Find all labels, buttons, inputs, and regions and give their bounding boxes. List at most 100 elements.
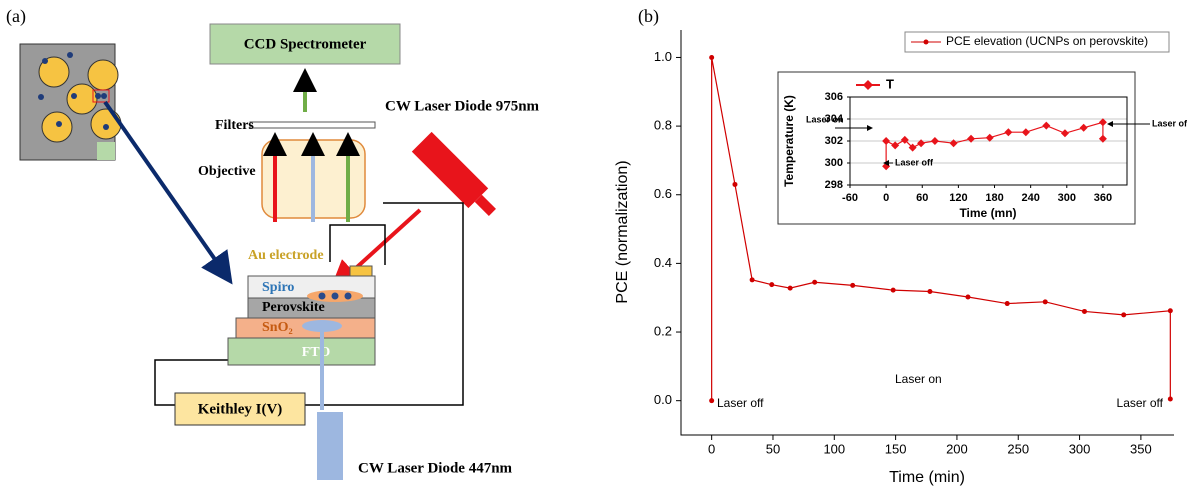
data-point [1004,128,1013,137]
x-tick-label: 120 [949,192,967,204]
chart: 0.0 0.2 0.4 0.6 0.8 1.0 0 50 100 150 200 250 300 350 T… [614,30,1174,486]
y-tick-label: 302 [825,135,843,147]
au-label: Au electrode [248,248,324,263]
data-point [930,137,939,145]
y-tick-label: 0.8 [654,118,672,133]
fto-label: FTO [302,345,331,360]
filter [249,121,376,129]
y-tick-label: 0.6 [654,186,672,201]
y-axis-label: Temperature (K) [782,95,796,187]
objective-label: Objective [198,164,256,179]
wire [154,359,240,406]
data-point [1042,121,1051,130]
laser-447-label: CW Laser Diode 447nm [358,460,513,476]
x-axis-label: Time (min) [889,469,965,486]
x-tick-label: 0 [708,441,715,456]
data-point [1079,123,1088,132]
dots [38,52,109,130]
spectrometer-label: CCD Spectrometer [244,36,367,52]
data-point [749,277,755,283]
legend-marker [863,80,873,90]
laser-975 [411,131,496,216]
data-point [890,287,896,293]
data-point [709,54,715,60]
annotation: Laser off [717,396,764,410]
legend-marker [923,39,929,45]
annotation: Laser on [806,114,844,124]
data-point [900,135,909,144]
x-tick-label: 300 [1069,441,1091,456]
x-tick-label: 60 [916,192,928,204]
data-point [1081,308,1087,314]
y-tick-label: 304 [825,113,844,125]
data-point [882,137,891,145]
data-point [908,143,917,152]
legend-box [904,31,1170,53]
laser-447 [317,412,343,480]
setup-diagram: (a) CCD Spectrometer Filters Objective C… [6,6,540,480]
fto-layer [227,337,376,366]
data-point [1021,128,1030,137]
data-point [891,141,900,150]
data-point [1060,129,1069,138]
x-axis-label: Time (mn) [959,206,1016,220]
data-point [917,139,926,148]
ucnp-dots [318,292,352,300]
annotation: Laser on [895,372,942,386]
data-point [1167,308,1173,314]
x-tick-label: 200 [946,441,968,456]
data-point [1042,299,1048,305]
data-point [985,133,994,142]
x-tick-label: 250 [1007,441,1029,456]
data-point [1121,312,1127,318]
y-tick-label: 306 [825,91,843,103]
laser-975-label: CW Laser Diode 975nm [385,98,540,114]
x-tick-label: 150 [885,441,907,456]
data-point [949,139,958,148]
data-point [1004,301,1010,307]
x-tick-label: 180 [985,192,1003,204]
legend-label: T [886,76,894,91]
x-tick-label: 350 [1130,441,1152,456]
y-tick-label: 0.0 [654,392,672,407]
legend-label: PCE elevation (UCNPs on perovskite) [946,34,1148,48]
data-point [769,282,775,288]
data-point [787,285,793,291]
perovskite-label: Perovskite [262,300,325,315]
zoom-arrow [103,100,233,285]
sno2-label: SnO₂ [262,320,293,335]
keithley-label: Keithley I(V) [198,401,283,417]
data-point [1098,134,1107,143]
data-point [812,279,818,285]
annotation: Laser off [895,157,934,167]
y-tick-label: 300 [825,157,843,169]
filters-label: Filters [215,118,254,133]
wire [305,202,464,406]
data-point [927,289,933,295]
chart: 298 300 302 304 306 -60 0 60 120 180 240 300 360 Time… [777,71,1187,225]
spiro-label: Spiro [262,280,294,295]
x-tick-label: 100 [823,441,845,456]
plot-frame [849,96,1128,186]
x-tick-label: 360 [1094,192,1112,204]
x-tick-label: 300 [1058,192,1076,204]
data-point [1167,396,1173,402]
data-point [709,398,715,404]
x-tick-label: 240 [1021,192,1039,204]
data-point [965,294,971,300]
panel-label: (a) [6,6,26,27]
wire [329,224,386,265]
keithley-box [174,392,306,426]
panel-label: (b) [638,6,659,27]
au-electrode [349,265,373,277]
y-tick-label: 1.0 [654,49,672,64]
data-point [732,181,738,187]
data-point [850,282,856,288]
data-point [967,134,976,143]
annotation: Laser off [1117,396,1164,410]
y-axis-label: PCE (normalization) [614,160,631,303]
x-tick-label: 0 [883,192,889,204]
zoom-box [92,89,110,103]
spectrometer-box [209,23,401,65]
